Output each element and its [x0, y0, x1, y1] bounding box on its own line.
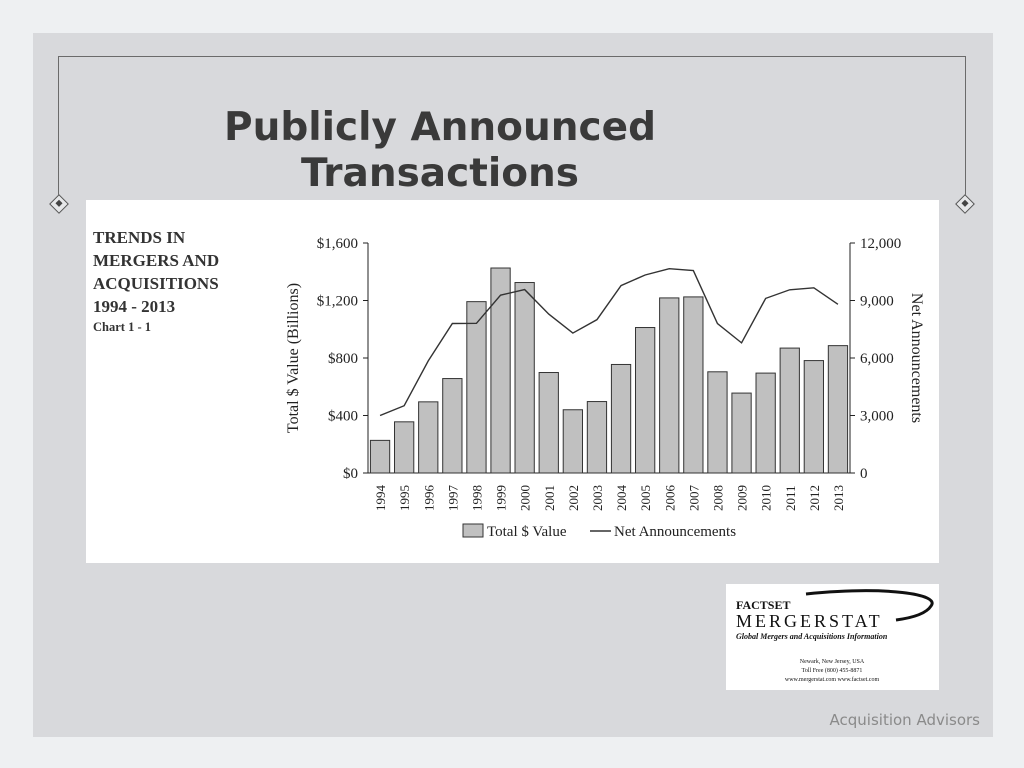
right-tick-label: 6,000 — [860, 351, 894, 367]
bar-total-value — [683, 296, 704, 474]
mergerstat-logo: FACTSET MERGERSTAT Global Mergers and Ac… — [726, 584, 939, 690]
logo-address: Newark, New Jersey, USA — [800, 659, 865, 665]
x-tick-label: 2005 — [638, 485, 653, 511]
x-tick-label: 2002 — [566, 485, 581, 511]
left-tick-label: $400 — [328, 409, 358, 425]
left-tick-label: $800 — [328, 351, 358, 367]
bar-total-value — [490, 267, 511, 474]
legend-swatch-total-value — [462, 523, 484, 538]
x-tick-label: 2003 — [590, 485, 605, 511]
chart-heading-line-5: Chart 1 - 1 — [93, 320, 151, 334]
bar-total-value — [755, 372, 776, 474]
y-axis-label: Total $ Value (Billions) — [285, 283, 302, 433]
footer-text: Acquisition Advisors — [829, 711, 980, 729]
bar-total-value — [394, 421, 415, 474]
bar-total-value — [731, 392, 752, 474]
x-tick-label: 1999 — [494, 485, 509, 511]
title-frame — [58, 56, 966, 204]
right-tick-label: 9,000 — [860, 294, 894, 310]
bar-total-value — [635, 327, 656, 474]
x-tick-label: 2000 — [518, 485, 533, 511]
x-tick-label: 2007 — [686, 485, 701, 512]
bar-total-value — [586, 401, 608, 474]
bar-total-value — [659, 297, 680, 474]
x-tick-label: 1996 — [421, 485, 436, 512]
line-net-announcements — [379, 267, 839, 417]
bar-total-value — [418, 401, 439, 474]
bar-total-value — [538, 372, 559, 474]
chart-heading-line-2: MERGERS AND — [93, 251, 220, 270]
logo-websites: www.mergerstat.com www.factset.com — [785, 676, 880, 683]
x-tick-label: 2011 — [783, 485, 798, 511]
right-tick-label: 0 — [860, 466, 868, 482]
bar-total-value — [803, 360, 824, 474]
bar-total-value — [779, 347, 800, 474]
chart-heading: TRENDS IN MERGERS AND ACQUISITIONS 1994 … — [93, 226, 273, 336]
x-tick-label: 2009 — [735, 485, 750, 511]
chart-heading-line-3: ACQUISITIONS — [93, 274, 219, 293]
left-tick-label: $0 — [343, 466, 358, 482]
x-tick-label: 1998 — [469, 485, 484, 511]
x-tick-label: 2004 — [614, 485, 629, 512]
chart-heading-line-1: TRENDS IN — [93, 228, 186, 247]
chart-heading-line-4: 1994 - 2013 — [93, 297, 176, 316]
x-tick-label: 1995 — [397, 485, 412, 511]
bar-total-value — [827, 345, 849, 474]
x-tick-label: 2006 — [662, 485, 677, 512]
left-tick-label: $1,600 — [317, 236, 358, 252]
legend-label-net-announcements: Net Announcements — [614, 524, 736, 540]
left-tick-label: $1,200 — [317, 294, 358, 310]
x-tick-label: 2012 — [807, 485, 822, 511]
bar-total-value — [466, 301, 487, 474]
bar-total-value — [442, 378, 463, 474]
bar-total-value — [369, 439, 391, 474]
x-tick-label: 2010 — [759, 485, 774, 511]
x-tick-label: 2008 — [710, 485, 725, 511]
bar-total-value — [514, 282, 535, 474]
right-tick-label: 12,000 — [860, 236, 901, 252]
logo-brand-main: MERGERSTAT — [736, 611, 883, 631]
bar-total-value — [562, 409, 583, 474]
slide-title: Publicly Announced Transactions — [223, 105, 656, 196]
right-tick-label: 3,000 — [860, 409, 894, 425]
y2-axis-label: Net Announcements — [908, 293, 925, 423]
x-tick-label: 2013 — [831, 485, 846, 511]
bar-total-value — [707, 371, 728, 474]
bar-total-value — [610, 363, 632, 474]
x-tick-label: 2001 — [542, 485, 557, 511]
logo-brand-top: FACTSET — [736, 598, 790, 612]
logo-graphic: FACTSET MERGERSTAT Global Mergers and Ac… — [736, 589, 934, 683]
logo-phone: Toll Free (800) 455-8871 — [802, 667, 863, 674]
legend-label-total-value: Total $ Value — [487, 524, 567, 540]
logo-swoosh — [805, 589, 934, 622]
x-tick-label: 1994 — [373, 485, 388, 512]
logo-tagline: Global Mergers and Acquisitions Informat… — [736, 632, 888, 641]
x-tick-label: 1997 — [445, 485, 460, 512]
